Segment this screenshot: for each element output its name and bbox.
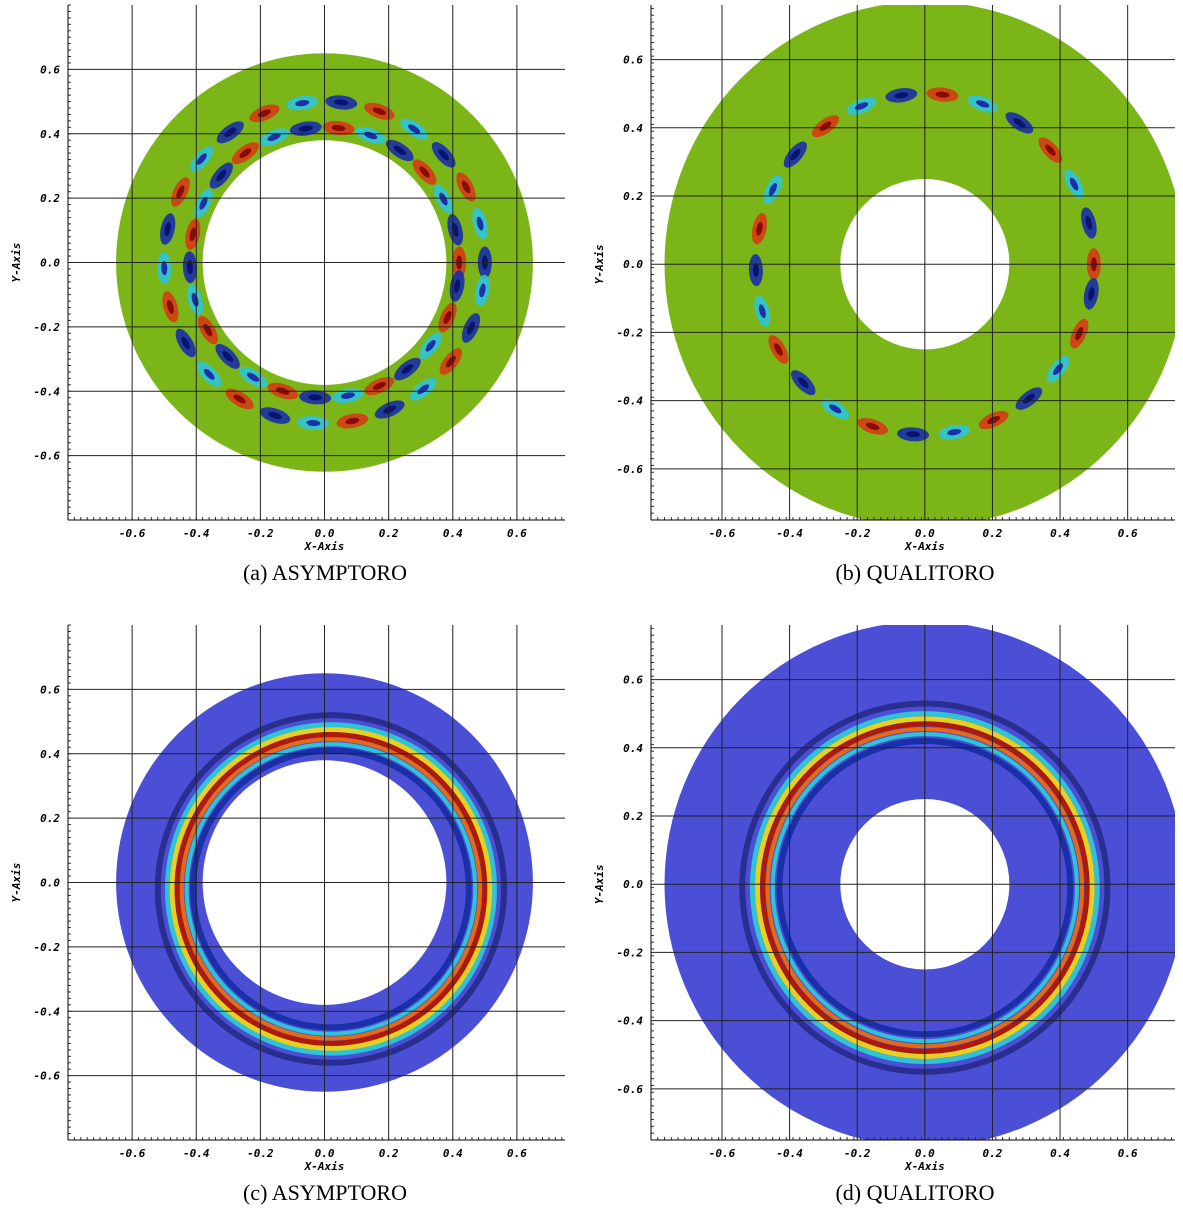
x-tick-label: -0.4 [183, 1147, 210, 1160]
panel: -0.6 -0.4 -0.2 0.0 0.2 0.4 0.6 -0.6 -0.4 -0.2 0.0 0… [593, 625, 1175, 1205]
y-tick-label: -0.6 [34, 450, 61, 463]
panel: -0.6 -0.4 -0.2 0.0 0.2 0.4 0.6 -0.6 -0.4 -0.2 0.0 0… [10, 4, 565, 585]
x-tick-label: -0.2 [247, 527, 274, 540]
y-tick-label: -0.2 [34, 941, 61, 954]
x-tick-label: -0.6 [709, 527, 736, 540]
x-tick-label: 0.0 [915, 1147, 935, 1160]
y-tick-label: -0.4 [617, 1015, 644, 1028]
y-axis-label: Y-Axis [10, 243, 23, 283]
x-tick-label: 0.2 [379, 1147, 399, 1160]
y-tick-label: 0.6 [40, 63, 60, 76]
x-tick-label: 0.6 [1118, 1147, 1138, 1160]
caption: (c) ASYMPTORO [243, 1180, 407, 1205]
y-tick-label: -0.2 [34, 321, 61, 334]
panel: -0.6 -0.4 -0.2 0.0 0.2 0.4 0.6 -0.6 -0.4 -0.2 0.0 0… [593, 5, 1175, 585]
panel: -0.6 -0.4 -0.2 0.0 0.2 0.4 0.6 -0.6 -0.4 -0.2 0.0 0… [10, 624, 565, 1205]
x-axis-label: X-Axis [904, 540, 945, 553]
x-tick-label: -0.4 [776, 1147, 803, 1160]
x-tick-label: -0.4 [776, 527, 803, 540]
y-axis-label: Y-Axis [593, 244, 606, 284]
y-tick-label: 0.2 [40, 812, 60, 825]
x-tick-label: -0.4 [183, 527, 210, 540]
x-tick-label: -0.2 [844, 527, 871, 540]
x-tick-label: 0.6 [507, 1147, 527, 1160]
y-tick-label: 0.0 [623, 258, 643, 271]
y-tick-label: -0.2 [617, 326, 644, 339]
x-tick-label: -0.6 [119, 527, 146, 540]
x-tick-label: -0.6 [119, 1147, 146, 1160]
y-tick-label: 0.6 [40, 683, 60, 696]
y-tick-label: 0.2 [623, 190, 643, 203]
caption: (a) ASYMPTORO [243, 560, 407, 585]
x-tick-label: 0.0 [315, 527, 335, 540]
x-tick-label: -0.6 [709, 1147, 736, 1160]
y-axis-label: Y-Axis [593, 864, 606, 904]
y-tick-label: 0.0 [40, 257, 60, 270]
y-tick-label: -0.4 [34, 1005, 61, 1018]
x-tick-label: 0.6 [507, 527, 527, 540]
x-tick-label: -0.2 [247, 1147, 274, 1160]
y-tick-label: -0.2 [617, 946, 644, 959]
x-tick-label: 0.2 [379, 527, 399, 540]
x-tick-label: 0.4 [1050, 1147, 1070, 1160]
y-tick-label: 0.6 [623, 674, 643, 687]
y-tick-label: -0.4 [617, 395, 644, 408]
caption: (b) QUALITORO [835, 560, 994, 585]
y-tick-label: 0.4 [40, 748, 60, 761]
y-tick-label: -0.6 [617, 463, 644, 476]
y-tick-label: 0.0 [623, 878, 643, 891]
x-axis-label: X-Axis [304, 540, 345, 553]
y-tick-label: 0.4 [623, 122, 643, 135]
y-tick-label: -0.6 [617, 1083, 644, 1096]
caption: (d) QUALITORO [835, 1180, 994, 1205]
y-tick-label: 0.4 [40, 128, 60, 141]
x-tick-label: 0.2 [983, 1147, 1003, 1160]
x-axis-label: X-Axis [904, 1160, 945, 1173]
x-axis-label: X-Axis [304, 1160, 345, 1173]
y-tick-label: 0.0 [40, 877, 60, 890]
x-tick-label: 0.6 [1118, 527, 1138, 540]
y-tick-label: -0.4 [34, 385, 61, 398]
field [664, 5, 1175, 520]
y-tick-label: 0.6 [623, 54, 643, 67]
x-tick-label: 0.0 [315, 1147, 335, 1160]
y-tick-label: 0.2 [623, 810, 643, 823]
x-tick-label: 0.2 [983, 527, 1003, 540]
x-tick-label: 0.0 [915, 527, 935, 540]
y-tick-label: -0.6 [34, 1070, 61, 1083]
x-tick-label: 0.4 [443, 1147, 463, 1160]
y-tick-label: 0.2 [40, 192, 60, 205]
x-tick-label: -0.2 [844, 1147, 871, 1160]
y-tick-label: 0.4 [623, 742, 643, 755]
x-tick-label: 0.4 [1050, 527, 1070, 540]
x-tick-label: 0.4 [443, 527, 463, 540]
y-axis-label: Y-Axis [10, 863, 23, 903]
